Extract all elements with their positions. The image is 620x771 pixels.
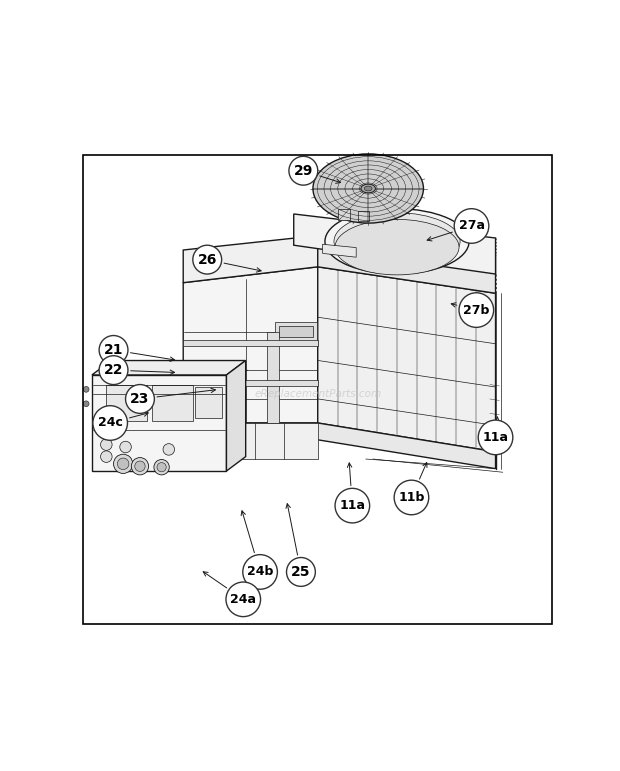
- Circle shape: [478, 420, 513, 455]
- Text: 11b: 11b: [398, 491, 425, 504]
- Circle shape: [394, 480, 429, 515]
- Text: 24c: 24c: [98, 416, 123, 429]
- Polygon shape: [294, 214, 495, 274]
- Circle shape: [454, 209, 489, 244]
- Text: 24a: 24a: [230, 593, 256, 606]
- Polygon shape: [267, 332, 279, 423]
- Circle shape: [83, 386, 89, 392]
- Circle shape: [286, 557, 316, 587]
- Circle shape: [135, 461, 145, 471]
- Text: 29: 29: [294, 163, 313, 178]
- Circle shape: [289, 157, 317, 185]
- Text: 11a: 11a: [339, 499, 365, 512]
- Text: eReplacementParts.com: eReplacementParts.com: [254, 389, 381, 399]
- Polygon shape: [184, 267, 317, 423]
- Polygon shape: [279, 326, 313, 338]
- Polygon shape: [322, 244, 356, 258]
- Polygon shape: [317, 267, 495, 452]
- Circle shape: [117, 458, 129, 470]
- Circle shape: [154, 460, 169, 475]
- Bar: [107, 385, 147, 421]
- Circle shape: [335, 488, 370, 523]
- Circle shape: [99, 335, 128, 365]
- Circle shape: [243, 554, 277, 589]
- Polygon shape: [184, 380, 317, 386]
- Circle shape: [100, 451, 112, 463]
- Polygon shape: [317, 236, 495, 293]
- Polygon shape: [275, 322, 317, 342]
- Text: 27a: 27a: [459, 220, 484, 233]
- Ellipse shape: [334, 213, 460, 270]
- Text: 22: 22: [104, 363, 123, 377]
- Text: 23: 23: [130, 392, 149, 406]
- Text: 25: 25: [291, 565, 311, 579]
- Circle shape: [163, 443, 175, 455]
- Text: 27b: 27b: [463, 304, 490, 317]
- Circle shape: [93, 406, 128, 440]
- Ellipse shape: [313, 154, 423, 223]
- Ellipse shape: [361, 184, 375, 193]
- Circle shape: [157, 463, 166, 472]
- Circle shape: [113, 454, 133, 473]
- Circle shape: [193, 245, 222, 274]
- Text: 11a: 11a: [482, 431, 508, 444]
- Circle shape: [83, 401, 89, 406]
- Bar: [339, 209, 350, 220]
- Circle shape: [131, 457, 149, 475]
- Polygon shape: [92, 375, 226, 471]
- Circle shape: [226, 582, 260, 617]
- Circle shape: [125, 385, 154, 413]
- Circle shape: [120, 441, 131, 453]
- Text: 26: 26: [198, 253, 217, 267]
- Polygon shape: [226, 423, 317, 459]
- Bar: [152, 385, 193, 421]
- Circle shape: [100, 439, 112, 450]
- Polygon shape: [92, 361, 246, 375]
- Polygon shape: [226, 361, 246, 471]
- Ellipse shape: [365, 186, 372, 191]
- Circle shape: [459, 293, 494, 328]
- Polygon shape: [184, 236, 317, 283]
- Text: 21: 21: [104, 343, 123, 357]
- Polygon shape: [184, 423, 495, 469]
- Circle shape: [99, 355, 128, 385]
- Ellipse shape: [325, 209, 469, 274]
- Bar: [358, 210, 369, 221]
- Text: 24b: 24b: [247, 565, 273, 578]
- Bar: [195, 387, 222, 418]
- Polygon shape: [184, 340, 317, 346]
- Ellipse shape: [335, 220, 459, 275]
